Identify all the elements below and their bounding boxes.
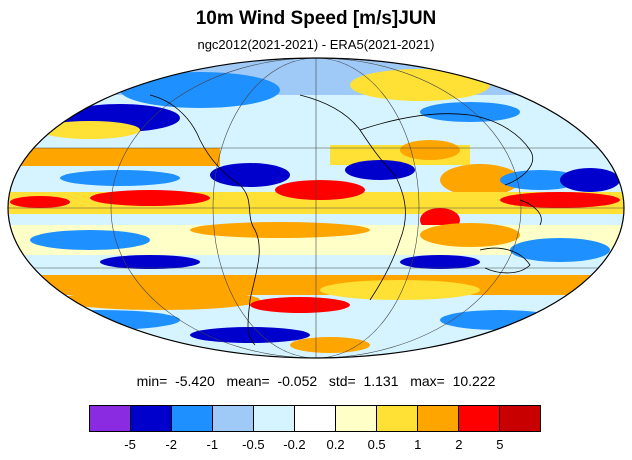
colorbar-box xyxy=(90,406,131,431)
colorbar-tick-label: -0.2 xyxy=(283,437,306,452)
plot-title: 10m Wind Speed [m/s]JUN xyxy=(195,8,437,29)
colorbar-tick-labels: -5 -2 -1 -0.5 -0.2 0.2 0.5 1 2 5 xyxy=(89,437,541,453)
globe-outline xyxy=(7,57,625,359)
mean-label: mean= xyxy=(226,373,270,389)
plot-subtitle: ngc2012(2021-2021) - ERA5(2021-2021) xyxy=(197,37,435,52)
colorbar-tick-label: -1 xyxy=(206,437,219,452)
colorbar-box xyxy=(336,406,377,431)
colorbar-tick-label: -5 xyxy=(124,437,136,452)
colorbar-box xyxy=(418,406,459,431)
min-label: min= xyxy=(136,373,168,389)
colorbar-tick-label: 2 xyxy=(455,437,463,452)
colorbar-box xyxy=(295,406,336,431)
colorbar-box xyxy=(500,406,540,431)
colorbar-box xyxy=(172,406,213,431)
colorbar-tick-label: 0.5 xyxy=(367,437,386,452)
colorbar-tick-label: -0.5 xyxy=(242,437,265,452)
mean-value: -0.052 xyxy=(277,373,318,389)
colorbar-box xyxy=(459,406,500,431)
colorbar-tick-label: -2 xyxy=(165,437,177,452)
colorbar-tick-label: 0.2 xyxy=(326,437,345,452)
max-value: 10.222 xyxy=(452,373,496,389)
colorbar-box xyxy=(377,406,418,431)
colorbar-tick-label: 1 xyxy=(414,437,422,452)
colorbar-box xyxy=(131,406,172,431)
std-value: 1.131 xyxy=(363,373,399,389)
colorbar-box xyxy=(213,406,254,431)
graticule xyxy=(8,58,624,358)
statistics-line: min= -5.420 mean= -0.052 std= 1.131 max=… xyxy=(0,373,632,389)
colorbar xyxy=(89,405,541,432)
coastlines xyxy=(149,94,542,346)
colorbar-box xyxy=(254,406,295,431)
min-value: -5.420 xyxy=(175,373,215,389)
colorbar-tick-label: 5 xyxy=(496,437,504,452)
std-label: std= xyxy=(328,373,356,389)
max-label: max= xyxy=(410,373,445,389)
